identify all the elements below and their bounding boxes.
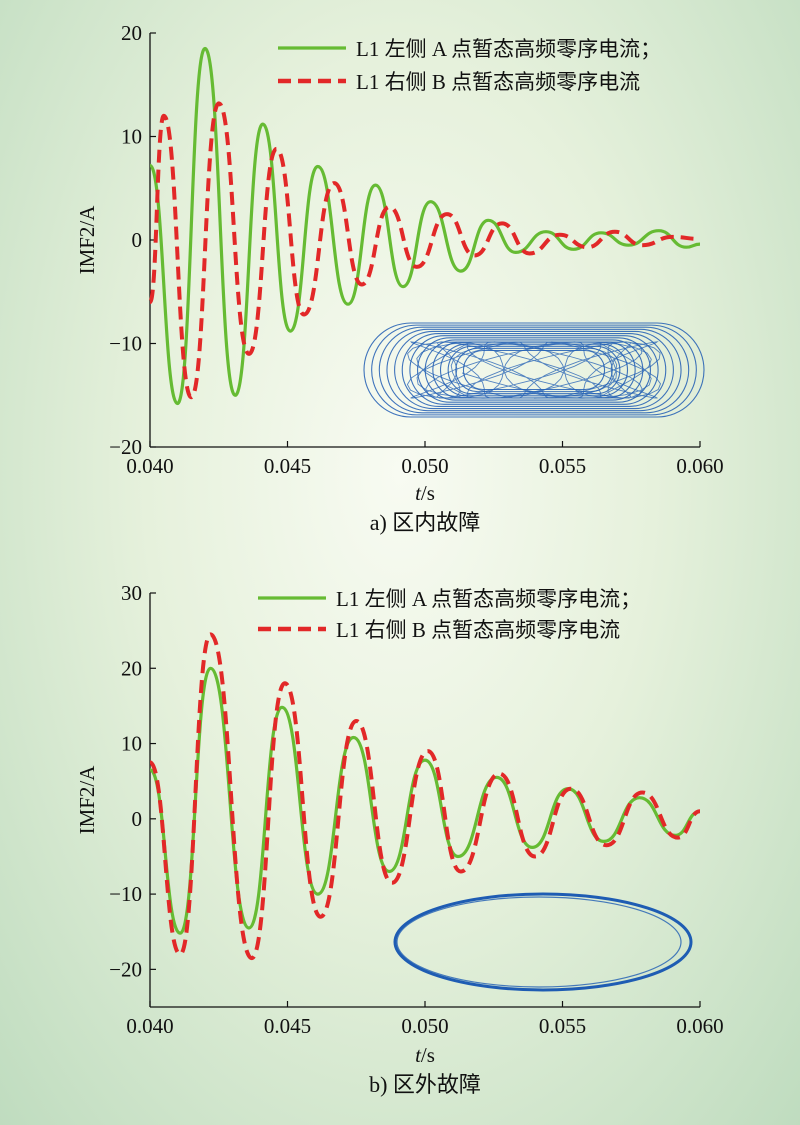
x-axis-label-var: t: [415, 481, 422, 505]
series-b-line: [148, 101, 701, 400]
legend-label: L1 左侧 A 点暂态高频零序电流；: [356, 37, 661, 61]
phase-loop: [455, 347, 613, 393]
x-tick-label: 0.060: [676, 454, 723, 478]
phase-portrait-inset: [393, 892, 693, 992]
y-tick-label: −20: [109, 435, 142, 459]
chart-panel-b: 30 20 10 0 −10 −20 0.040 0.045 0.050 0.055 0.060 IM…: [75, 581, 724, 1097]
x-tick-label: 0.050: [401, 454, 448, 478]
chart-panel-a: 20 10 0 −10 −200.040 0.045 0.050 0.055 0.060 IMF2…: [75, 21, 724, 535]
phase-loop: [378, 326, 690, 414]
y-tick-label: 10: [121, 125, 142, 149]
x-tick-label: 0.050: [401, 1014, 448, 1038]
phase-loop: [401, 333, 667, 407]
x-tick-label: 0.060: [676, 1014, 723, 1038]
x-axis-label-unit: /s: [421, 1043, 435, 1067]
y-axis-label: IMF2/A: [75, 765, 99, 835]
legend-label: L1 右侧 B 点暂态高频零序电流: [336, 618, 620, 642]
x-axis-label: t/s: [415, 481, 435, 505]
phase-loop: [386, 328, 682, 412]
y-axis-label: IMF2/A: [75, 205, 99, 275]
phase-loop: [462, 349, 606, 391]
x-tick-label: 0.055: [539, 454, 586, 478]
y-tick-label: 0: [132, 228, 143, 252]
x-axis-label: t/s: [415, 1043, 435, 1067]
y-tick-label: 10: [121, 732, 142, 756]
x-tick-label: 0.055: [539, 1014, 586, 1038]
phase-tangle: [406, 341, 662, 399]
panel-caption: b) 区外故障: [369, 1072, 481, 1097]
x-axis-label-unit: /s: [421, 481, 435, 505]
legend-label: L1 左侧 A 点暂态高频零序电流；: [336, 587, 641, 611]
y-tick-label: 0: [132, 807, 143, 831]
y-tick-label: 20: [121, 656, 142, 680]
x-tick-label: 0.040: [126, 1014, 173, 1038]
phase-ellipse-inner: [396, 896, 682, 988]
phase-loop: [371, 324, 697, 416]
y-tick-label: 30: [121, 581, 142, 605]
x-tick-label: 0.045: [264, 1014, 311, 1038]
phase-loop: [439, 343, 629, 397]
y-tick-label: 20: [121, 21, 142, 45]
y-tick-label: −20: [109, 957, 142, 981]
phase-loop: [416, 337, 651, 403]
x-tick-label: 0.045: [264, 454, 311, 478]
series-a-line: [148, 666, 701, 935]
phase-loop: [447, 345, 621, 395]
x-tick-label: 0.040: [126, 454, 173, 478]
phase-loop: [409, 335, 659, 405]
series-b-line: [148, 632, 701, 961]
phase-portrait-inset: [363, 322, 705, 418]
series-a-line: [148, 46, 701, 406]
x-axis-label-var: t: [415, 1043, 422, 1067]
legend-label: L1 右侧 B 点暂态高频零序电流: [356, 70, 640, 94]
y-tick-label: −10: [109, 332, 142, 356]
phase-loop: [363, 322, 705, 418]
phase-ellipse-outer: [393, 892, 693, 992]
y-tick-label: −10: [109, 882, 142, 906]
panel-caption: a) 区内故障: [370, 510, 481, 535]
phase-loop: [394, 330, 674, 410]
